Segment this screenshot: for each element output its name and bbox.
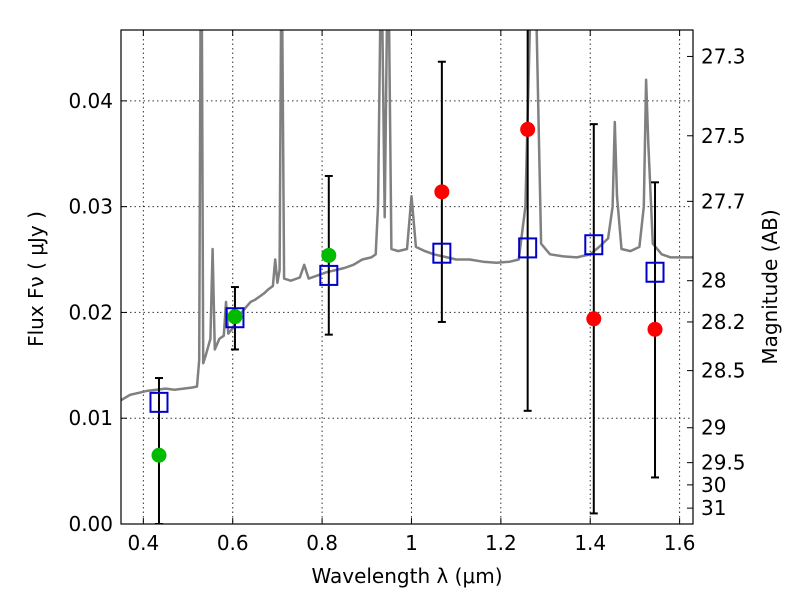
plot-frame [120, 29, 694, 525]
right-tick-label: 29.5 [701, 451, 746, 475]
y-tick-label: 0.01 [68, 406, 113, 430]
right-tick-label: 28.2 [701, 310, 746, 334]
model-point [584, 234, 604, 256]
data-point [520, 121, 536, 137]
right-tick-label: 27.5 [701, 124, 746, 148]
model-point [319, 264, 339, 286]
data-point [434, 184, 450, 200]
right-tick-label: 28.5 [701, 359, 746, 383]
y-tick-label: 0.04 [68, 89, 113, 113]
data-point [647, 321, 663, 337]
model-point [149, 391, 169, 413]
spectrum-line [121, 30, 693, 402]
data-point [227, 309, 243, 325]
x-tick-label: 0.8 [306, 531, 338, 555]
y-tick-label: 0.02 [68, 300, 113, 324]
data-point [151, 447, 167, 463]
x-tick-label: 0.4 [127, 531, 159, 555]
model-point [645, 261, 665, 283]
x-tick-label: 1.2 [485, 531, 517, 555]
y-axis-title: Flux Fν ( μJy ) [24, 211, 48, 347]
model-point [225, 307, 245, 329]
model-point [518, 237, 538, 259]
marker-layer [149, 121, 665, 463]
y-tick-label: 0.00 [68, 512, 113, 536]
right-tick-label: 28 [701, 269, 726, 293]
errorbar-layer [154, 30, 660, 524]
right-tick-label: 30 [701, 473, 726, 497]
grid-layer [121, 30, 693, 525]
data-point [321, 247, 337, 263]
y-right-axis-title: Magnitude (AB) [758, 209, 782, 364]
model-point [432, 242, 452, 264]
x-axis-title: Wavelength λ (μm) [311, 564, 502, 588]
right-tick-label: 27.7 [701, 189, 746, 213]
spectrum-layer [121, 30, 693, 402]
x-tick-label: 0.6 [217, 531, 249, 555]
data-point [586, 311, 602, 327]
tick-layer: 0.4 0.6 0.8 1 1.2 1.4 1.6 0.00 0.01 0.02 0.03 0.04 2… [68, 30, 746, 555]
x-tick-label: 1.4 [574, 531, 606, 555]
x-tick-label: 1.6 [664, 531, 696, 555]
right-tick-label: 27.3 [701, 44, 746, 68]
right-tick-label: 29 [701, 416, 726, 440]
y-tick-label: 0.03 [68, 195, 113, 219]
x-tick-label: 1 [405, 531, 418, 555]
right-tick-label: 31 [701, 496, 726, 520]
